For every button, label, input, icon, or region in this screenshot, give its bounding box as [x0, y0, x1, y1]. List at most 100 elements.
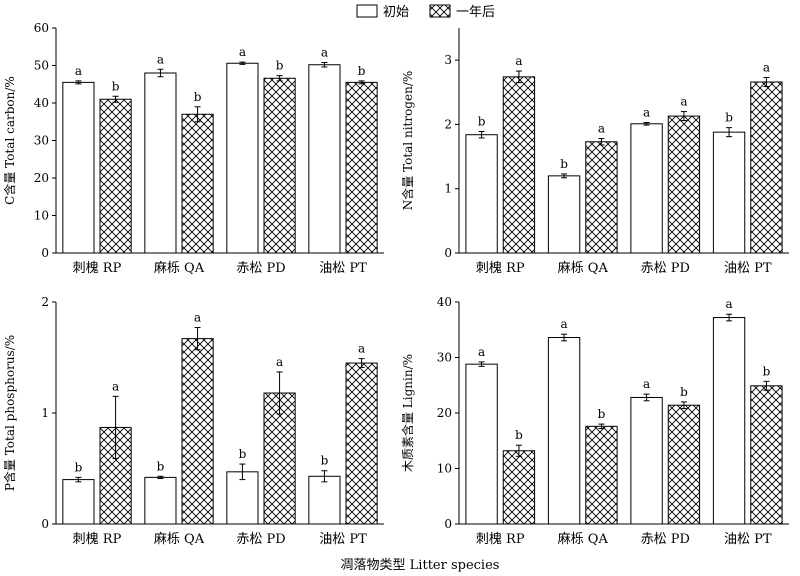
bar-one-year — [585, 425, 618, 525]
y-tick-label: 0 — [41, 517, 49, 531]
y-tick-label: 3 — [444, 53, 452, 67]
bar-one-year — [263, 392, 296, 525]
x-tick-label: 刺槐 RP — [73, 260, 122, 276]
significance-letter: a — [239, 45, 246, 59]
y-tick-label: 1 — [41, 406, 49, 420]
panel-lignin: 0 10 20 30 40 木质素含量 Lignin/% 刺槐 RP a b 麻栎 QA a b 赤松 … — [400, 295, 789, 547]
y-tick-label: 60 — [34, 21, 49, 35]
bar-one-year — [99, 98, 132, 254]
x-tick-label: 油松 PT — [319, 532, 367, 547]
significance-letter: b — [598, 407, 606, 421]
y-tick-label: 0 — [444, 517, 452, 531]
bar-one-year — [502, 76, 536, 254]
bar-one-year — [750, 81, 783, 254]
significance-letter: b — [725, 111, 733, 125]
y-axis-label-carbon: C含量 Total carbon/% — [2, 76, 17, 205]
y-tick-label: 10 — [34, 209, 49, 223]
bar-one-year — [181, 338, 214, 525]
y-tick-label: 1 — [444, 182, 452, 196]
significance-letter: a — [763, 61, 770, 75]
x-tick-label: 赤松 PD — [236, 532, 285, 547]
y-axis-label-lignin: 木质素含量 Lignin/% — [400, 354, 415, 472]
significance-letter: a — [358, 342, 365, 356]
bar-initial — [308, 475, 341, 525]
significance-letter: a — [643, 106, 650, 120]
legend-swatch-one-year — [429, 4, 451, 18]
legend-swatch-initial — [356, 4, 378, 18]
significance-letter: a — [598, 122, 605, 136]
bar-initial — [226, 471, 259, 525]
y-tick-label: 0 — [41, 246, 49, 260]
significance-letter: a — [680, 95, 687, 109]
y-tick-label: 2 — [41, 295, 49, 309]
significance-letter: b — [478, 115, 486, 129]
x-tick-label: 刺槐 RP — [476, 260, 525, 276]
significance-letter: a — [75, 64, 82, 78]
x-tick-label: 油松 PT — [319, 261, 367, 276]
bar-initial — [465, 134, 498, 254]
significance-letter: b — [194, 90, 202, 104]
x-tick-label: 麻栎 QA — [154, 532, 205, 547]
significance-letter: b — [112, 79, 120, 93]
significance-letter: a — [321, 46, 328, 60]
bar-initial — [630, 123, 663, 254]
bar-one-year — [181, 113, 214, 254]
significance-letter: a — [725, 297, 732, 311]
x-tick-label: 赤松 PD — [641, 532, 690, 547]
x-tick-label: 刺槐 RP — [73, 531, 122, 547]
legend: 初始 一年后 — [356, 4, 495, 20]
bar-initial — [712, 317, 746, 525]
significance-letter: a — [276, 355, 283, 369]
y-tick-label: 40 — [437, 295, 452, 309]
y-tick-label: 0 — [444, 246, 452, 260]
x-tick-label: 赤松 PD — [641, 261, 690, 276]
panel-carbon: 0 10 20 30 40 50 60 C含量 Total carbon/% 刺槐 RP a b 麻栎… — [2, 21, 384, 276]
bar-one-year — [502, 450, 536, 525]
y-axis-label-nitrogen: N含量 Total nitrogen/% — [400, 71, 415, 211]
bar-one-year — [263, 77, 296, 254]
bar-initial — [144, 476, 177, 525]
x-tick-label: 刺槐 RP — [476, 531, 525, 547]
x-axis-label: 凋落物类型 Litter species — [341, 558, 500, 573]
significance-letter: b — [239, 447, 247, 461]
bar-initial — [547, 337, 581, 525]
significance-letter: b — [75, 460, 83, 474]
y-tick-label: 20 — [34, 171, 49, 185]
x-tick-label: 麻栎 QA — [558, 532, 609, 547]
bar-initial — [226, 62, 259, 254]
x-tick-label: 麻栎 QA — [154, 261, 205, 276]
x-tick-label: 赤松 PD — [236, 261, 285, 276]
legend-label-initial: 初始 — [383, 5, 409, 20]
significance-letter: b — [560, 157, 568, 171]
y-tick-label: 10 — [437, 462, 452, 476]
bar-one-year — [345, 81, 378, 254]
bar-initial — [62, 81, 95, 254]
significance-letter: b — [276, 59, 284, 73]
significance-letter: b — [680, 385, 688, 399]
bar-initial — [62, 479, 95, 525]
significance-letter: b — [157, 459, 165, 473]
significance-letter: b — [358, 64, 366, 78]
bar-initial — [630, 396, 663, 525]
significance-letter: a — [112, 379, 119, 393]
significance-letter: a — [560, 317, 567, 331]
bar-one-year — [667, 115, 701, 254]
y-axis-label-phosphorus: P含量 Total phosphorus/% — [2, 335, 17, 491]
bar-one-year — [750, 385, 783, 525]
significance-letter: a — [478, 345, 485, 359]
bar-initial — [144, 72, 177, 254]
y-tick-label: 50 — [34, 59, 49, 73]
y-tick-label: 30 — [34, 134, 49, 148]
bar-one-year — [585, 141, 618, 254]
significance-letter: b — [763, 364, 771, 378]
x-tick-label: 麻栎 QA — [558, 261, 609, 276]
panel-phosphorus: 0 1 2 P含量 Total phosphorus/% 刺槐 RP b a 麻栎 QA b a 赤… — [2, 295, 384, 547]
significance-letter: a — [643, 377, 650, 391]
bar-initial — [712, 131, 746, 254]
y-tick-label: 40 — [34, 96, 49, 110]
bar-initial — [547, 175, 581, 254]
y-tick-label: 30 — [437, 351, 452, 365]
x-tick-label: 油松 PT — [724, 532, 772, 547]
panel-nitrogen: 0 1 2 3 N含量 Total nitrogen/% 刺槐 RP b a 麻栎 QA b a 赤松… — [400, 28, 789, 276]
